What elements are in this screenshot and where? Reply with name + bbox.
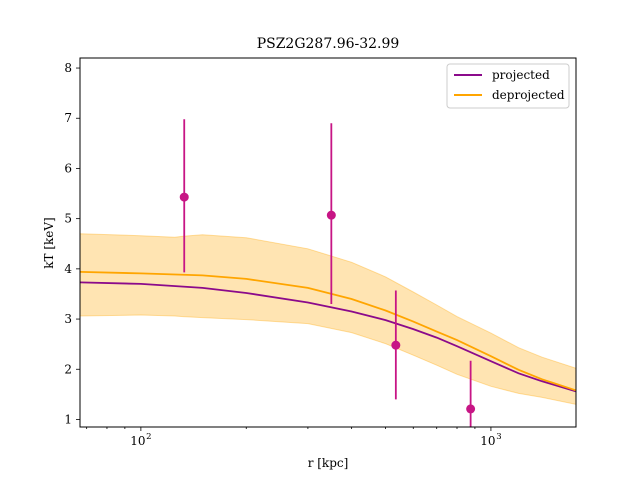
data-point	[179, 192, 189, 202]
deprojected-line	[80, 271, 576, 392]
y-tick-label: 3	[64, 312, 72, 326]
y-tick-label: 8	[64, 61, 72, 75]
data-point	[326, 210, 336, 220]
plot-frame	[79, 57, 577, 428]
data-point-group	[391, 290, 401, 400]
x-tick-exponent: 3	[496, 432, 501, 442]
legend: projected deprojected	[446, 63, 570, 109]
y-tick-label: 1	[64, 412, 72, 426]
y-tick-label: 2	[64, 362, 72, 376]
y-tick-label: 4	[64, 262, 72, 276]
data-point-group	[179, 119, 189, 273]
legend-label-projected: projected	[492, 68, 550, 82]
data-point	[391, 340, 401, 350]
data-point-group	[326, 123, 336, 304]
x-tick-label: 10	[130, 434, 145, 448]
plot-area	[80, 119, 576, 427]
y-tick-label: 7	[64, 111, 72, 125]
projected-line	[80, 281, 576, 393]
x-tick-exponent: 2	[146, 432, 151, 442]
data-point	[466, 404, 476, 414]
deprojected-band	[80, 233, 576, 405]
y-axis: 1 2 3 4 5 6 7 8	[64, 61, 80, 426]
y-axis-label: kT [keV]	[42, 217, 56, 269]
data-point-group	[466, 360, 476, 427]
x-axis: 10 2 10 3	[86, 427, 502, 448]
chart-title: PSZ2G287.96-32.99	[257, 36, 400, 52]
x-axis-label: r [kpc]	[308, 456, 349, 470]
y-tick-label: 5	[64, 212, 72, 226]
y-tick-label: 6	[64, 161, 72, 175]
x-tick-label: 10	[480, 434, 495, 448]
legend-label-deprojected: deprojected	[492, 88, 565, 102]
